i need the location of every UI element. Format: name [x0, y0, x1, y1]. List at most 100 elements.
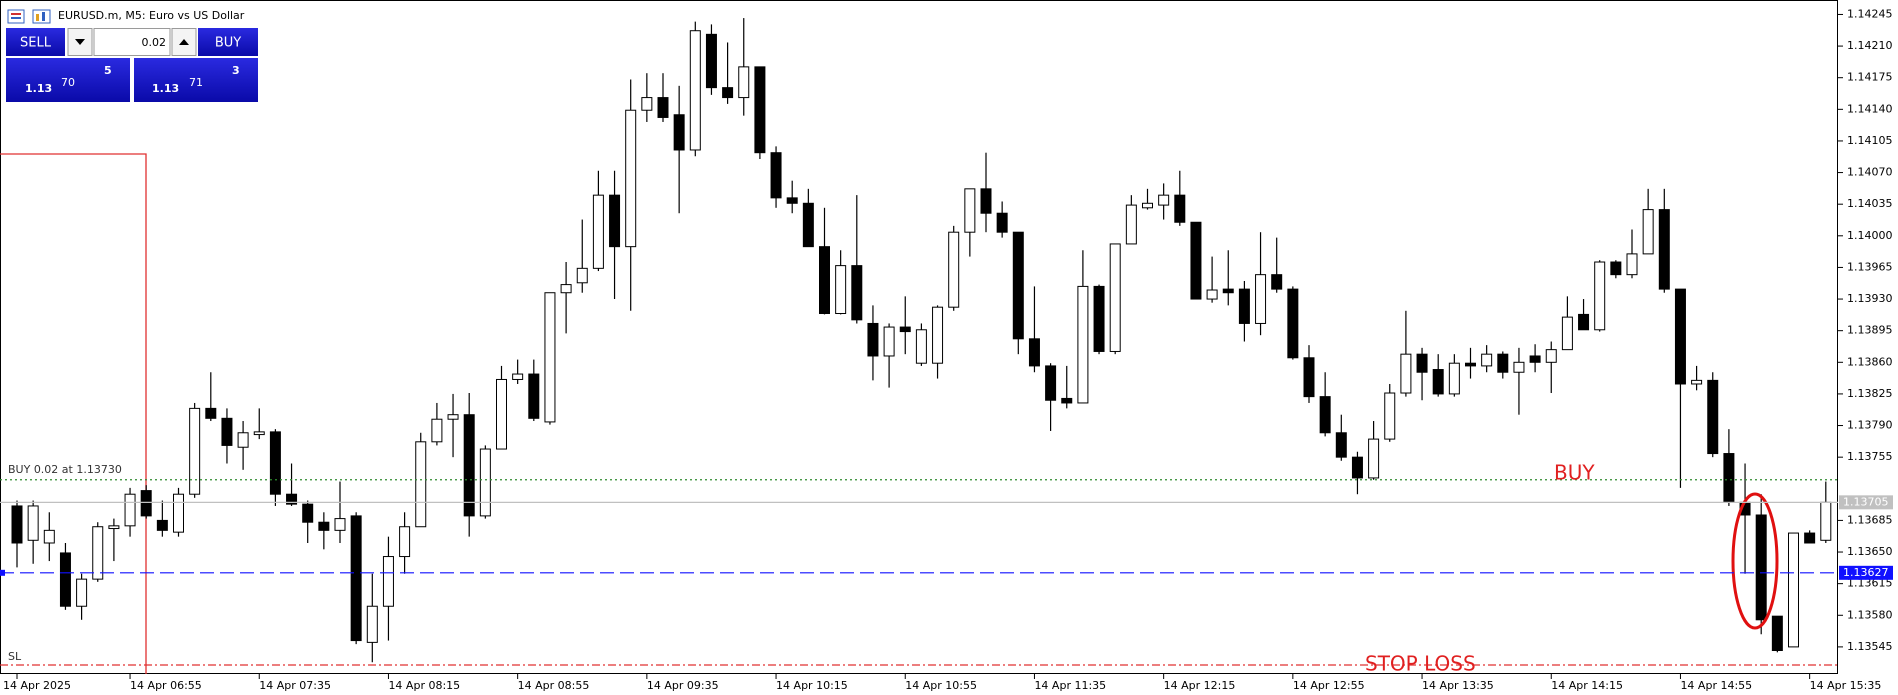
volume-input[interactable] [93, 28, 171, 56]
x-tick-label: 14 Apr 07:35 [259, 679, 331, 692]
candle-body [1771, 615, 1783, 652]
candle-body [1674, 288, 1686, 385]
y-tick-label: 1.13860 [1847, 355, 1893, 368]
y-tick-label: 1.13755 [1847, 450, 1893, 463]
candle-body [754, 66, 766, 154]
x-tick-label: 14 Apr 06:55 [130, 679, 202, 692]
candle-body [576, 267, 588, 284]
icon [7, 9, 25, 24]
y-tick-label: 1.14105 [1847, 134, 1893, 147]
candle-body [76, 578, 88, 607]
candle-body [1626, 253, 1638, 276]
y-tick-label: 1.13790 [1847, 419, 1893, 432]
candle-body [334, 518, 346, 531]
candle-body [108, 525, 120, 530]
candle-body [1368, 438, 1380, 479]
candle-body [722, 87, 734, 99]
candle-body [1255, 274, 1267, 324]
candle-body [1723, 453, 1735, 503]
candle-body [1238, 288, 1250, 324]
candle-body [1125, 204, 1137, 245]
candle-body [705, 33, 717, 89]
chart-title: EURUSD.m, M5: Euro vs US Dollar [58, 9, 245, 22]
candle-body [302, 503, 314, 523]
candle-body [1594, 261, 1606, 331]
candle-body [1190, 221, 1202, 300]
bid-handle: 1.13 [25, 82, 52, 95]
candle-body [1174, 194, 1186, 223]
bid-tag [1839, 495, 1893, 510]
candle-body [980, 188, 992, 214]
candle-body [641, 97, 653, 111]
candle-body [1158, 194, 1170, 206]
y-tick-label: 1.13825 [1847, 387, 1893, 400]
bid-tag-label: 1.13705 [1843, 495, 1889, 508]
x-tick-label: 14 Apr 10:15 [776, 679, 848, 692]
y-tick-label: 1.13930 [1847, 292, 1893, 305]
candle-body [1820, 501, 1832, 541]
candle-body [1335, 432, 1347, 458]
candle-body [657, 97, 669, 118]
candle-body [447, 414, 459, 420]
sell-label: SELL [20, 36, 52, 51]
y-tick-label: 1.14000 [1847, 229, 1893, 242]
candle-body [286, 493, 298, 505]
icon [32, 9, 51, 24]
up-arrow [179, 39, 189, 45]
x-tick-label: 14 Apr 14:55 [1680, 679, 1752, 692]
candle-body [1077, 285, 1089, 404]
candle-body [996, 212, 1008, 233]
candle-body [156, 519, 168, 531]
y-tick-label: 1.13965 [1847, 260, 1893, 273]
candle-body [1465, 362, 1476, 367]
candle-body [1109, 243, 1121, 352]
y-tick-label: 1.14245 [1847, 7, 1893, 20]
candle-body [1707, 379, 1719, 455]
ask-box[interactable] [134, 58, 258, 102]
y-tick-label: 1.13895 [1847, 324, 1893, 337]
candle-body [205, 407, 217, 419]
candle-body [948, 231, 960, 308]
candle-body [479, 448, 491, 517]
sell-button[interactable] [6, 28, 65, 56]
candle-body [689, 30, 701, 151]
ask-point: 3 [232, 64, 240, 77]
candle-body [592, 194, 604, 269]
candle-body [350, 515, 362, 642]
bid-box[interactable] [6, 58, 130, 102]
candle-body [1578, 313, 1590, 331]
candle-body [1271, 274, 1283, 290]
candle-body [512, 373, 524, 380]
y-tick-label: 1.13545 [1847, 640, 1893, 653]
candle-body [915, 329, 927, 364]
candle-body [253, 431, 265, 436]
candle-body [625, 109, 637, 248]
annotation: BUY [1554, 461, 1595, 485]
candle-body [1028, 338, 1040, 367]
candle-body [899, 326, 911, 333]
level-tag-label: 1.13627 [1843, 566, 1889, 579]
candle-body [786, 197, 798, 204]
candle-body [851, 265, 863, 321]
candle-body [59, 552, 71, 607]
stop-loss-label: SL [8, 650, 22, 663]
candle-body [399, 526, 411, 558]
candle-body [221, 417, 233, 446]
volume-value: 0.02 [142, 36, 167, 49]
annotation: STOP LOSS [1365, 652, 1476, 676]
y-tick-label: 1.14035 [1847, 197, 1893, 210]
ask-pips: 71 [189, 76, 203, 89]
candle-body [1497, 353, 1509, 373]
candle-body [366, 605, 378, 643]
candle-body [1206, 289, 1218, 300]
candle-body [1691, 379, 1703, 385]
bid-point: 5 [104, 64, 112, 77]
candle-body [1222, 288, 1234, 294]
buy-button[interactable] [198, 28, 258, 56]
candle-body [1061, 397, 1073, 404]
candle-body [1481, 353, 1493, 367]
highlight-ellipse [1731, 492, 1779, 630]
level-tag [1839, 565, 1893, 580]
